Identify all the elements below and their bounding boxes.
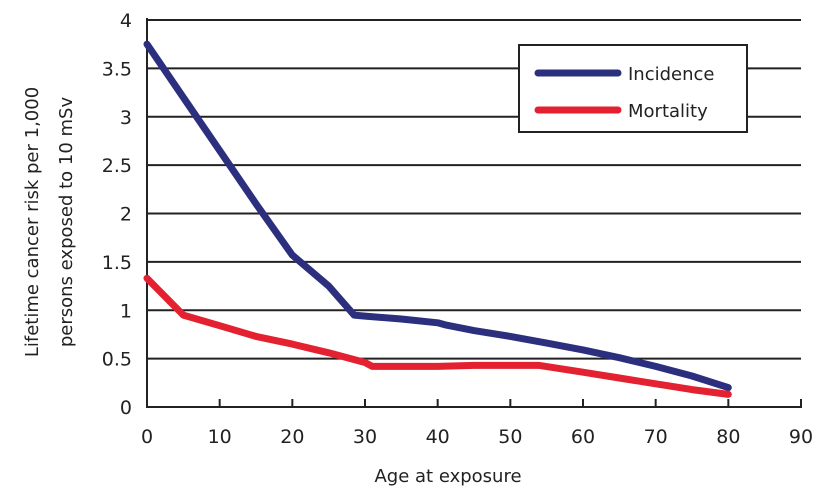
legend-label-mortality: Mortality (628, 101, 708, 122)
y-tick-label: 0.5 (102, 349, 132, 371)
legend-box (518, 44, 748, 133)
y-axis-label-line-2: persons exposed to 10 mSv (56, 97, 77, 348)
legend-label-incidence: Incidence (628, 64, 715, 85)
series-line-incidence (143, 40, 732, 392)
x-tick-label: 90 (789, 426, 813, 448)
x-tick-label: 40 (426, 426, 450, 448)
x-axis-label: Age at exposure (374, 466, 521, 487)
x-tick-label: 20 (280, 426, 304, 448)
y-axis-ticks: 0 0.5 1 1.5 2 2.5 3 3.5 4 (102, 10, 132, 419)
x-tick-label: 30 (353, 426, 377, 448)
x-tick-label: 60 (571, 426, 595, 448)
y-tick-label: 2.5 (102, 155, 132, 177)
y-tick-label: 2 (120, 204, 132, 226)
y-tick-label: 1.5 (102, 252, 132, 274)
series-line-mortality (143, 274, 732, 398)
x-axis-ticks: 0 10 20 30 40 50 60 70 80 90 (141, 399, 813, 448)
grid-lines (147, 19, 801, 360)
y-axis-label: Lifetime cancer risk per 1,000 persons e… (22, 87, 77, 357)
x-tick-label: 0 (141, 426, 153, 448)
x-tick-label: 70 (644, 426, 668, 448)
x-tick-label: 50 (498, 426, 522, 448)
y-tick-label: 0 (120, 397, 132, 419)
legend: Incidence Mortality (518, 44, 748, 133)
axes (146, 18, 802, 408)
x-tick-label: 80 (716, 426, 740, 448)
y-tick-label: 1 (120, 300, 132, 322)
y-axis-label-line-1: Lifetime cancer risk per 1,000 (22, 87, 43, 357)
x-tick-label: 10 (208, 426, 232, 448)
y-tick-label: 3.5 (102, 58, 132, 80)
y-tick-label: 3 (120, 107, 132, 129)
y-tick-label: 4 (120, 10, 132, 32)
data-series (143, 40, 732, 398)
